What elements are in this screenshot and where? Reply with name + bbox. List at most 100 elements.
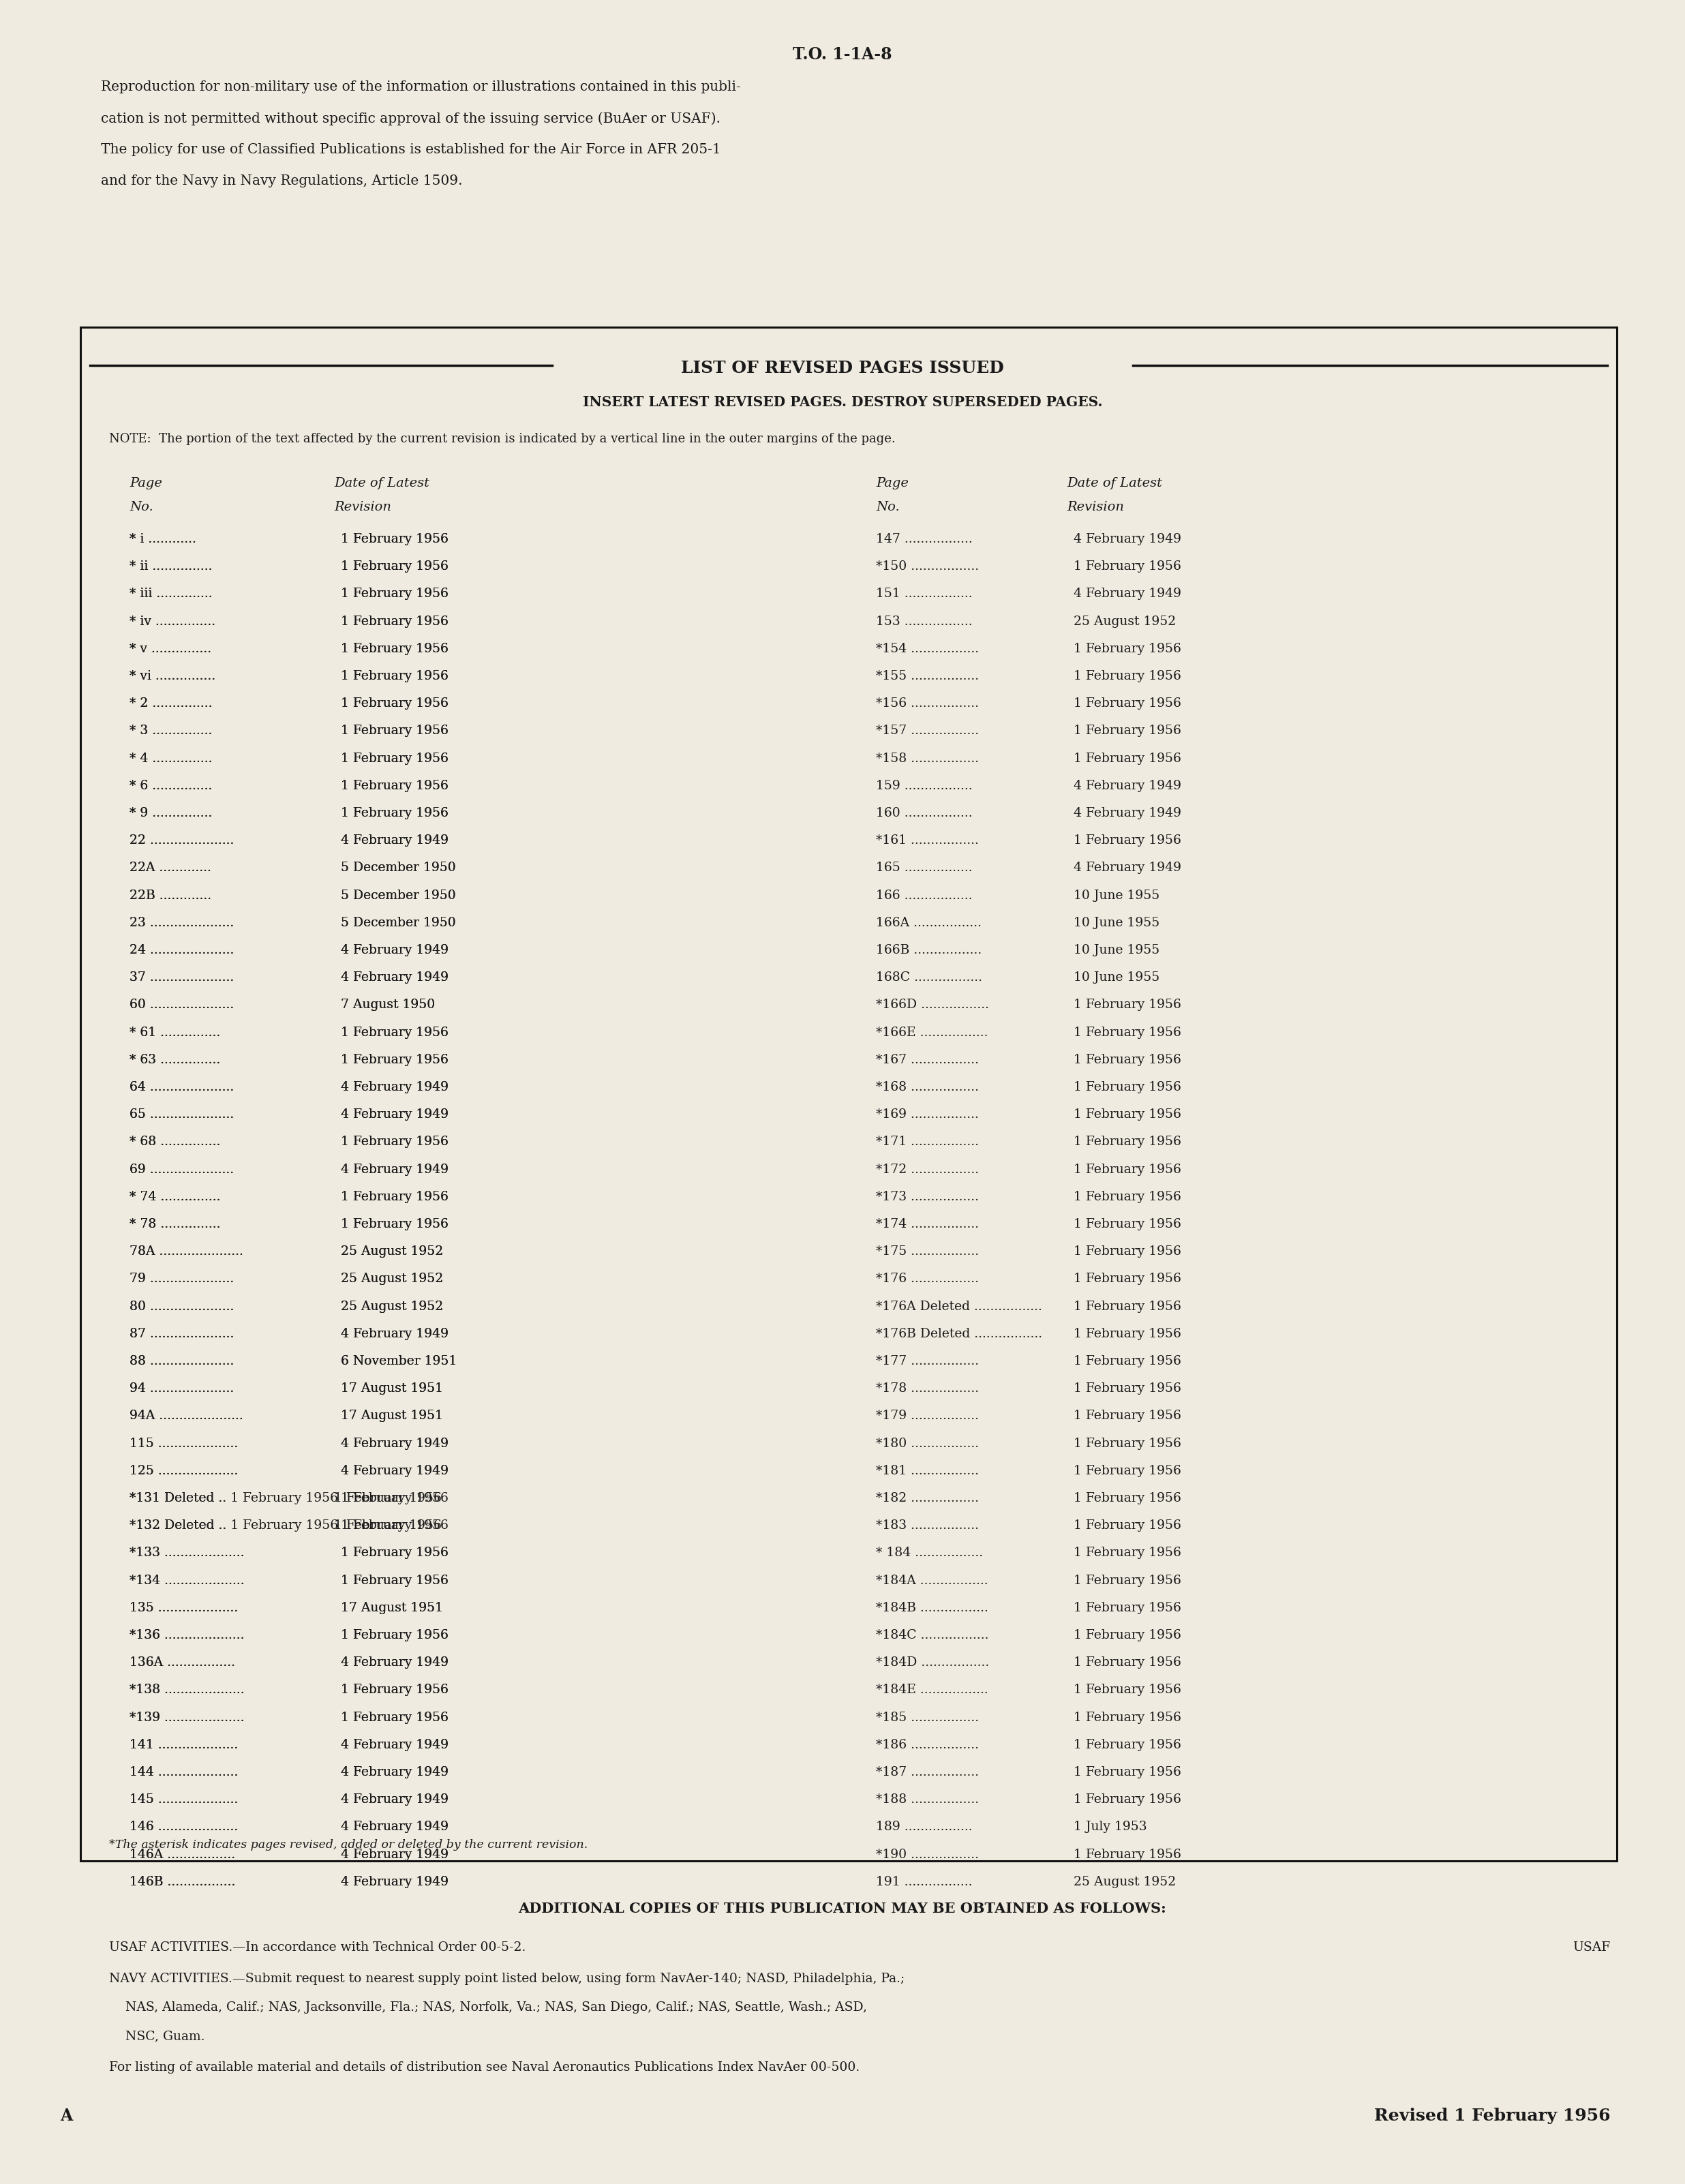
- Text: *177 .................: *177 .................: [876, 1354, 979, 1367]
- Text: 78A .....................: 78A .....................: [130, 1245, 243, 1258]
- Text: *173 .................: *173 .................: [876, 1190, 979, 1203]
- Text: *133 ....................: *133 ....................: [130, 1546, 244, 1559]
- Text: 166A .................: 166A .................: [876, 917, 982, 928]
- Text: 6 November 1951: 6 November 1951: [340, 1354, 457, 1367]
- Text: 1 February 1956: 1 February 1956: [340, 1190, 448, 1203]
- Text: 65 .....................: 65 .....................: [130, 1109, 234, 1120]
- Text: 64 .....................: 64 .....................: [130, 1081, 234, 1094]
- Text: 166 .................: 166 .................: [876, 889, 972, 902]
- Text: 17 August 1951: 17 August 1951: [340, 1411, 443, 1422]
- Text: 1 February 1956: 1 February 1956: [1073, 1793, 1181, 1806]
- Text: *181 .................: *181 .................: [876, 1465, 979, 1476]
- Text: 1 February 1956: 1 February 1956: [1073, 1575, 1181, 1586]
- Text: 165 .................: 165 .................: [876, 863, 972, 874]
- Text: 7 August 1950: 7 August 1950: [340, 998, 435, 1011]
- Text: 1 February 1956: 1 February 1956: [340, 725, 448, 738]
- Text: 146B .................: 146B .................: [130, 1876, 236, 1887]
- Text: * vi ...............: * vi ...............: [130, 670, 216, 681]
- Text: 1 February 1956: 1 February 1956: [340, 533, 448, 546]
- Text: 146 ....................: 146 ....................: [130, 1821, 238, 1832]
- Text: * 6 ...............: * 6 ...............: [130, 780, 212, 793]
- Text: 1 February 1956: 1 February 1956: [340, 1684, 448, 1697]
- Text: 1 February 1956: 1 February 1956: [1073, 1492, 1181, 1505]
- Text: 1 February 1956: 1 February 1956: [1073, 1299, 1181, 1313]
- Text: 1 February 1956: 1 February 1956: [340, 616, 448, 627]
- Text: 4 February 1949: 4 February 1949: [340, 943, 448, 957]
- Text: * 4 ...............: * 4 ...............: [130, 751, 212, 764]
- Text: 22A .............: 22A .............: [130, 863, 211, 874]
- Text: 151 .................: 151 .................: [876, 587, 972, 601]
- Text: 1 February 1956: 1 February 1956: [1073, 1411, 1181, 1422]
- Text: 4 February 1949: 4 February 1949: [340, 1465, 448, 1476]
- Text: 1 February 1956: 1 February 1956: [1073, 1712, 1181, 1723]
- Text: 1 February 1956: 1 February 1956: [1073, 1081, 1181, 1094]
- Text: 141 ....................: 141 ....................: [130, 1738, 238, 1752]
- Text: 4 February 1949: 4 February 1949: [1073, 780, 1181, 793]
- Text: 25 August 1952: 25 August 1952: [340, 1245, 443, 1258]
- Text: NSC, Guam.: NSC, Guam.: [110, 2029, 206, 2042]
- Text: 144 ....................: 144 ....................: [130, 1767, 238, 1778]
- Text: *138 ....................: *138 ....................: [130, 1684, 244, 1697]
- Text: 5 December 1950: 5 December 1950: [340, 917, 457, 928]
- Text: T.O. 1-1A-8: T.O. 1-1A-8: [794, 46, 891, 63]
- Text: *134 ....................: *134 ....................: [130, 1575, 244, 1586]
- Text: 1 February 1956: 1 February 1956: [340, 587, 448, 601]
- Text: 1 February 1956: 1 February 1956: [340, 1629, 448, 1642]
- Text: 1 February 1956: 1 February 1956: [340, 1026, 448, 1040]
- Text: 1 February 1956: 1 February 1956: [340, 1520, 448, 1531]
- Text: 65 .....................: 65 .....................: [130, 1109, 234, 1120]
- Text: 4 February 1949: 4 February 1949: [340, 1655, 448, 1669]
- Text: 1 February 1956: 1 February 1956: [340, 1575, 448, 1586]
- Text: 4 February 1949: 4 February 1949: [340, 1081, 448, 1094]
- Text: *161 .................: *161 .................: [876, 834, 979, 847]
- Text: 1 February 1956: 1 February 1956: [340, 780, 448, 793]
- Text: 1 February 1956: 1 February 1956: [1073, 1684, 1181, 1697]
- Text: 10 June 1955: 10 June 1955: [1073, 889, 1159, 902]
- Text: 1 July 1953: 1 July 1953: [1073, 1821, 1147, 1832]
- Text: 17 August 1951: 17 August 1951: [340, 1382, 443, 1396]
- Text: 4 February 1949: 4 February 1949: [340, 1328, 448, 1341]
- Text: 4 February 1949: 4 February 1949: [340, 1109, 448, 1120]
- Text: * i ............: * i ............: [130, 533, 195, 546]
- Text: *184B .................: *184B .................: [876, 1601, 989, 1614]
- Text: 1 February 1956: 1 February 1956: [1073, 1738, 1181, 1752]
- Text: * 63 ...............: * 63 ...............: [130, 1053, 221, 1066]
- Text: Date of Latest: Date of Latest: [334, 476, 430, 489]
- Text: *186 .................: *186 .................: [876, 1738, 979, 1752]
- Text: 1 February 1956: 1 February 1956: [340, 1712, 448, 1723]
- Text: 1 February 1956: 1 February 1956: [1073, 1382, 1181, 1396]
- Text: 4 February 1949: 4 February 1949: [340, 1655, 448, 1669]
- Text: 160 .................: 160 .................: [876, 808, 972, 819]
- Text: 4 February 1949: 4 February 1949: [340, 972, 448, 983]
- Text: *182 .................: *182 .................: [876, 1492, 979, 1505]
- Text: 25 August 1952: 25 August 1952: [340, 1273, 443, 1284]
- Text: ADDITIONAL COPIES OF THIS PUBLICATION MAY BE OBTAINED AS FOLLOWS:: ADDITIONAL COPIES OF THIS PUBLICATION MA…: [519, 1902, 1166, 1915]
- Text: 80 .....................: 80 .....................: [130, 1299, 234, 1313]
- Text: 25 August 1952: 25 August 1952: [340, 1273, 443, 1284]
- Text: NAS, Alameda, Calif.; NAS, Jacksonville, Fla.; NAS, Norfolk, Va.; NAS, San Diego: NAS, Alameda, Calif.; NAS, Jacksonville,…: [110, 2001, 868, 2014]
- Text: 115 ....................: 115 ....................: [130, 1437, 238, 1450]
- Text: 69 .....................: 69 .....................: [130, 1164, 234, 1175]
- Text: 1 February 1956: 1 February 1956: [340, 587, 448, 601]
- Text: *150 .................: *150 .................: [876, 561, 979, 572]
- Text: 87 .....................: 87 .....................: [130, 1328, 234, 1341]
- Text: 1 February 1956: 1 February 1956: [340, 1546, 448, 1559]
- Text: 1 February 1956: 1 February 1956: [334, 1520, 441, 1531]
- Text: *157 .................: *157 .................: [876, 725, 979, 738]
- Text: 4 February 1949: 4 February 1949: [340, 1328, 448, 1341]
- Text: 5 December 1950: 5 December 1950: [340, 917, 457, 928]
- Text: 4 February 1949: 4 February 1949: [340, 1164, 448, 1175]
- Text: 1 February 1956: 1 February 1956: [340, 561, 448, 572]
- Text: A: A: [61, 2108, 72, 2125]
- Text: 168C .................: 168C .................: [876, 972, 982, 983]
- Text: 4 February 1949: 4 February 1949: [340, 1767, 448, 1778]
- Text: 1 February 1956: 1 February 1956: [1073, 1136, 1181, 1149]
- Text: *185 .................: *185 .................: [876, 1712, 979, 1723]
- Text: *179 .................: *179 .................: [876, 1411, 979, 1422]
- Bar: [81, 328, 1618, 1861]
- Text: 191 .................: 191 .................: [876, 1876, 972, 1887]
- Text: 1 February 1956: 1 February 1956: [1073, 1848, 1181, 1861]
- Text: *178 .................: *178 .................: [876, 1382, 979, 1396]
- Text: * 3 ...............: * 3 ...............: [130, 725, 212, 738]
- Text: 141 ....................: 141 ....................: [130, 1738, 238, 1752]
